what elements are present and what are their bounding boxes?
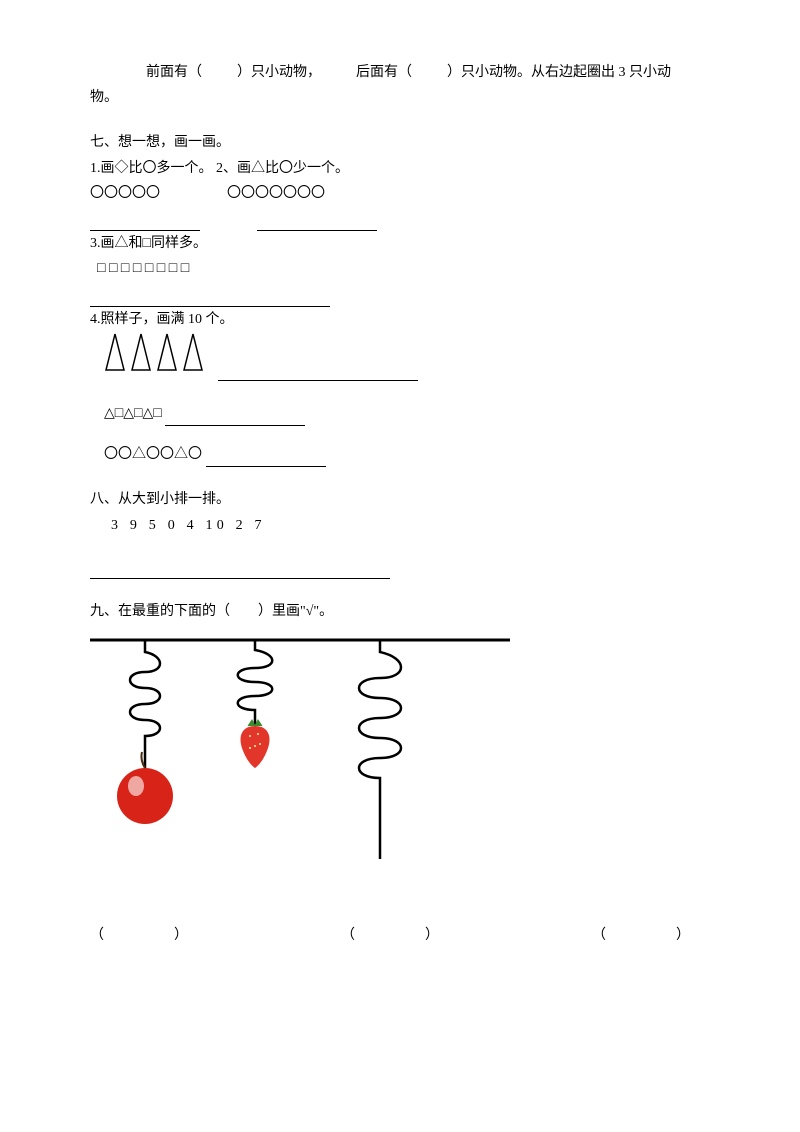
section-title: 八、从大到小排一排。 <box>90 487 710 512</box>
section-title: 九、在最重的下面的（ ）里画"√"。 <box>90 599 710 624</box>
intro-text: 前面有（ <box>146 65 202 80</box>
intro-text: 物。 <box>90 85 710 110</box>
intro-block: 前面有（ ）只小动物， 后面有（ ）只小动物。从右边起圈出 3 只小动 物。 <box>90 60 710 110</box>
triangle-icon <box>130 332 156 381</box>
answer-line[interactable] <box>165 408 305 426</box>
q4-pattern: 〇〇△〇〇△〇 <box>104 447 202 462</box>
q3-shapes: □ □ □ □ □ □ □ □ <box>90 256 710 281</box>
triangle-icon <box>156 332 182 381</box>
intro-blank[interactable] <box>416 65 444 80</box>
intro-text: 后面有（ <box>356 65 412 80</box>
answer-line[interactable] <box>218 363 418 381</box>
weights-diagram <box>90 634 710 873</box>
answer-line[interactable] <box>206 450 326 468</box>
answer-parens-row: （ ） （ ） （ ） <box>90 923 710 948</box>
spring-apple <box>117 640 173 824</box>
answer-paren[interactable]: （ ） <box>90 923 188 948</box>
intro-text: ）只小动物。从右边起圈出 3 只小动 <box>447 65 671 80</box>
spring-empty <box>359 640 401 859</box>
answer-paren[interactable]: （ ） <box>341 923 439 948</box>
q4-text: 4.照样子，画满 10 个。 <box>90 307 710 332</box>
q1-circles-right: 〇〇〇〇〇〇〇 <box>227 186 325 201</box>
triangle-icon <box>182 332 208 381</box>
answer-line[interactable] <box>90 213 200 231</box>
answer-line[interactable] <box>257 213 377 231</box>
q3-text: 3.画△和□同样多。 <box>90 231 710 256</box>
section-title: 七、想一想，画一画。 <box>90 130 710 155</box>
section-7: 七、想一想，画一画。 1.画◇比〇多一个。 2、画△比〇少一个。 〇〇〇〇〇 〇… <box>90 130 710 467</box>
q1-circles-left: 〇〇〇〇〇 <box>90 186 160 201</box>
section-8: 八、从大到小排一排。 3 9 5 0 4 10 2 7 <box>90 487 710 579</box>
section-9: 九、在最重的下面的（ ）里画"√"。 <box>90 599 710 949</box>
answer-line[interactable] <box>90 561 390 579</box>
q4-pattern: △□△□△□ <box>104 406 162 421</box>
intro-text: ）只小动物， <box>237 65 321 80</box>
spring-strawberry <box>238 640 273 768</box>
number-list: 3 9 5 0 4 10 2 7 <box>90 513 710 538</box>
triangle-icon <box>104 332 130 381</box>
q1-text: 1.画◇比〇多一个。 2、画△比〇少一个。 <box>90 156 710 181</box>
answer-line[interactable] <box>90 289 330 307</box>
answer-paren[interactable]: （ ） <box>592 923 690 948</box>
intro-blank[interactable] <box>206 65 234 80</box>
